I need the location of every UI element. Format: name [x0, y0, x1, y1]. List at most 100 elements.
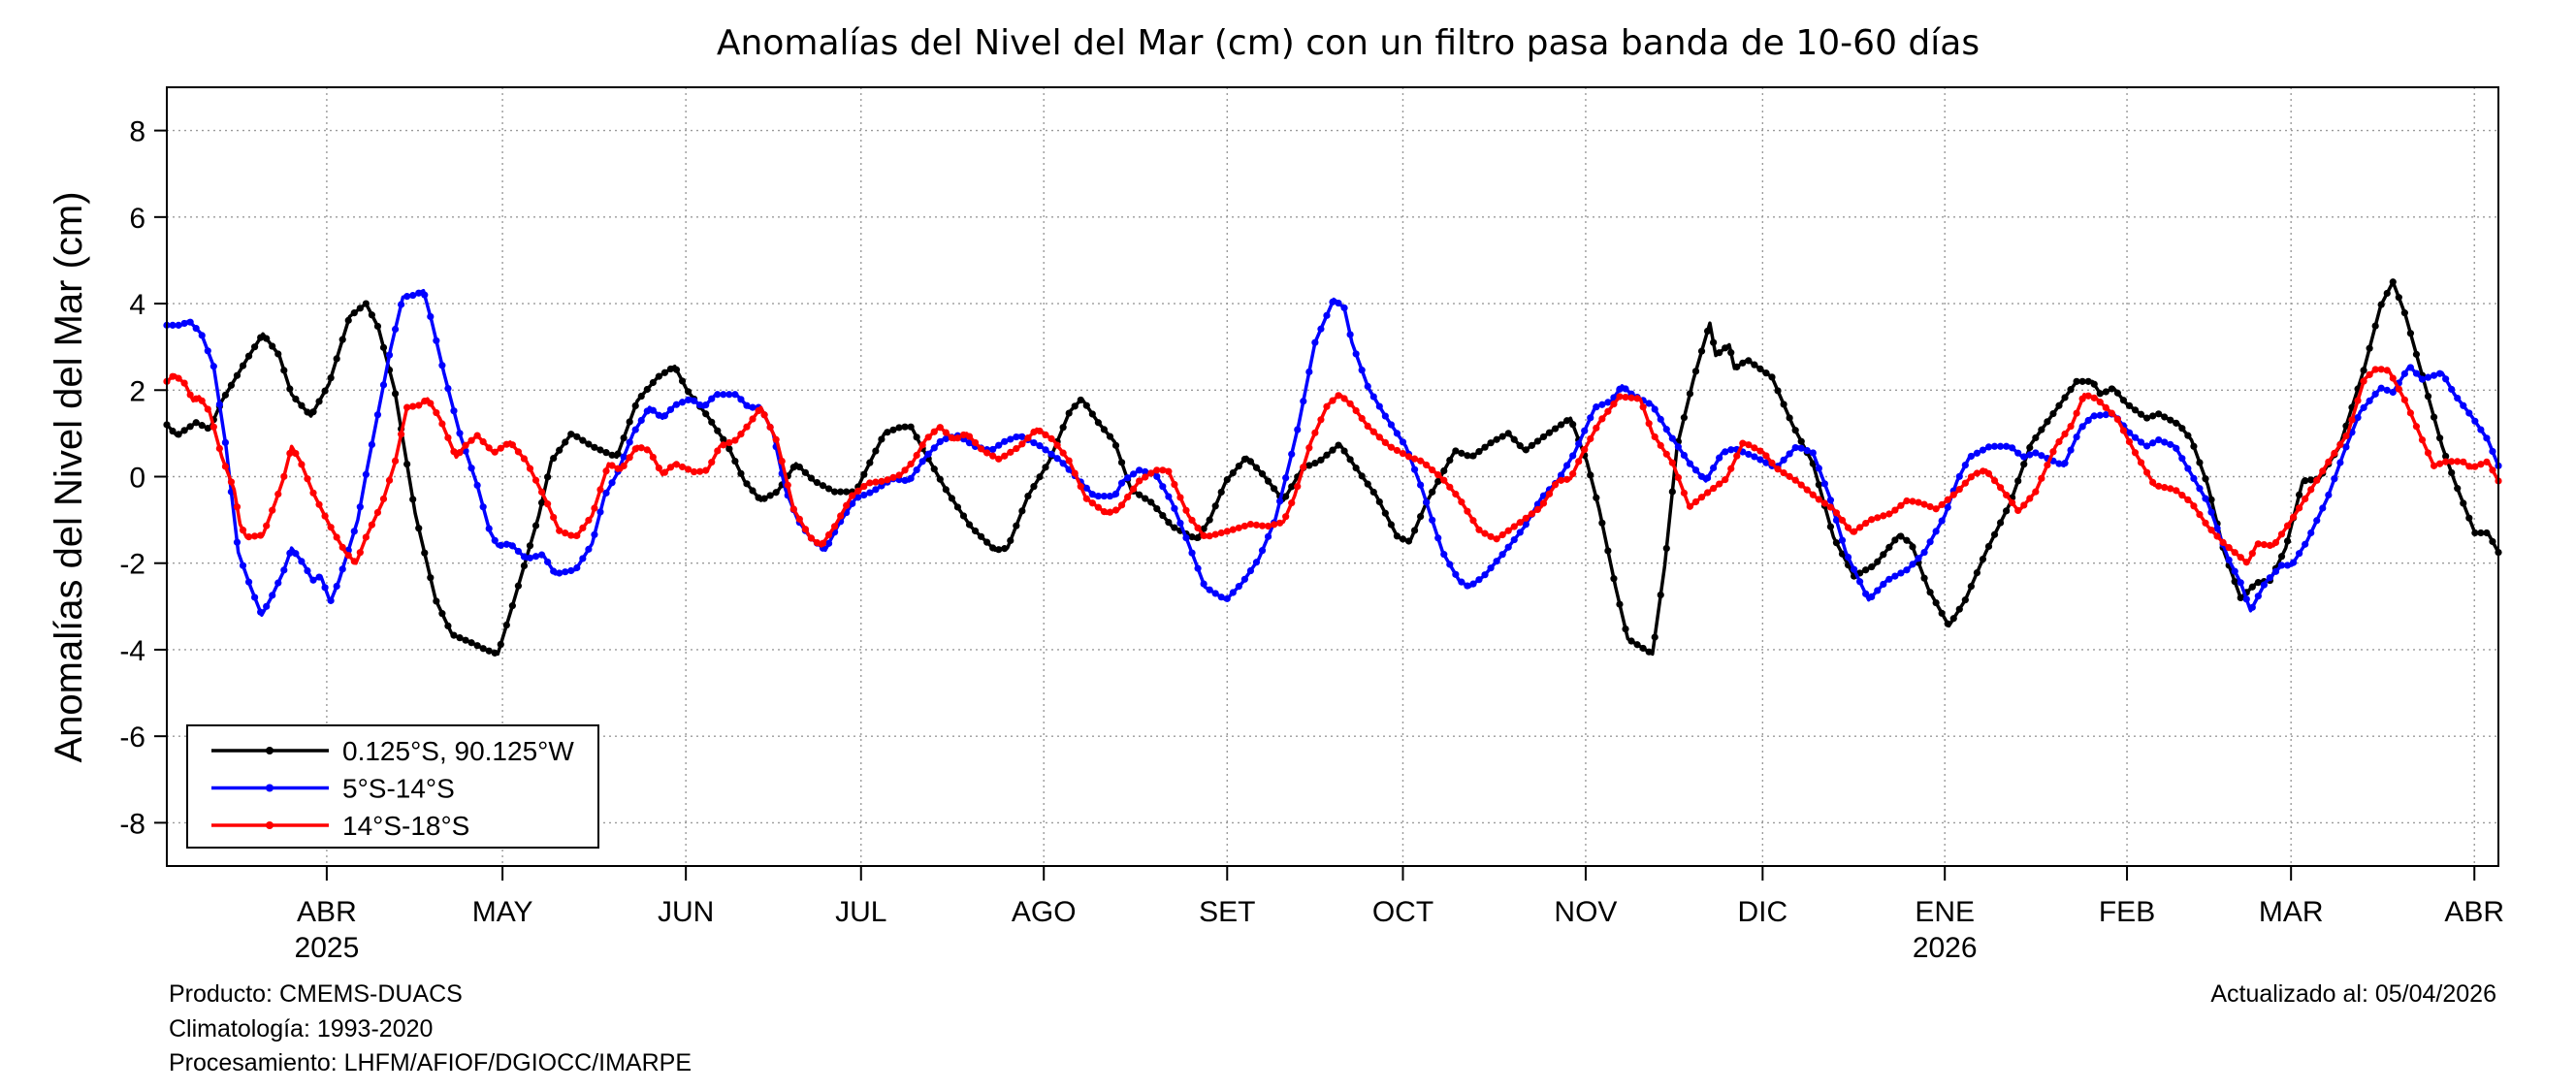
data-point	[1475, 448, 1483, 456]
data-point	[579, 436, 587, 444]
data-point	[1990, 442, 1999, 450]
data-point	[1071, 469, 1079, 477]
data-point	[467, 436, 475, 444]
data-point	[1305, 444, 1313, 452]
data-point	[1387, 421, 1396, 429]
data-point	[315, 573, 323, 581]
data-point	[1111, 441, 1120, 449]
data-point	[1844, 554, 1852, 562]
data-point	[620, 433, 628, 442]
data-point	[1498, 433, 1506, 440]
data-point	[837, 512, 845, 520]
data-point	[1510, 535, 1518, 544]
data-point	[274, 350, 282, 358]
data-point	[1668, 488, 1676, 496]
data-point	[2307, 529, 2315, 537]
data-point	[1645, 420, 1653, 428]
data-point	[1235, 462, 1242, 470]
data-point	[2155, 410, 2163, 418]
data-point	[1475, 576, 1483, 584]
data-point	[1651, 633, 1658, 641]
data-point	[1832, 516, 1841, 525]
data-point	[1165, 467, 1173, 475]
data-point	[2336, 459, 2344, 466]
data-point	[995, 455, 1003, 463]
data-point	[965, 521, 974, 529]
data-point	[233, 538, 242, 546]
data-point	[1464, 452, 1471, 460]
data-point	[1967, 473, 1975, 481]
data-point	[1452, 490, 1460, 498]
data-point	[1352, 350, 1360, 358]
data-point	[2090, 412, 2098, 420]
data-point	[1094, 492, 1102, 500]
data-point	[286, 385, 294, 393]
data-point	[373, 508, 382, 517]
data-point	[2067, 422, 2075, 431]
data-point	[2325, 458, 2333, 465]
data-point	[2173, 444, 2180, 452]
data-point	[1194, 564, 1202, 572]
data-point	[971, 438, 980, 447]
data-point	[2477, 426, 2485, 433]
data-point	[433, 597, 440, 605]
data-point	[1106, 492, 1114, 500]
data-point	[1013, 522, 1020, 529]
data-point	[269, 342, 276, 350]
data-point	[385, 351, 394, 359]
data-point	[251, 532, 259, 540]
data-point	[631, 445, 639, 453]
data-point	[2196, 459, 2204, 466]
data-point	[2149, 412, 2157, 420]
data-point	[1165, 518, 1173, 527]
data-point	[257, 531, 265, 539]
data-point	[204, 424, 211, 433]
data-point	[2460, 458, 2467, 465]
data-point	[2400, 369, 2408, 377]
data-point	[1498, 530, 1506, 539]
data-point	[2424, 449, 2432, 457]
data-point	[1862, 590, 1870, 597]
data-point	[239, 362, 247, 369]
data-point	[1352, 464, 1360, 472]
data-point	[1410, 465, 1419, 473]
data-point	[637, 444, 645, 452]
data-point	[678, 399, 687, 406]
data-point	[1246, 458, 1255, 465]
x-tick-label: ABR	[297, 896, 357, 928]
data-point	[1007, 448, 1014, 456]
data-point	[1587, 414, 1594, 422]
data-point	[1657, 441, 1664, 449]
data-point	[473, 642, 481, 650]
data-point	[2489, 537, 2496, 546]
data-point	[186, 391, 194, 399]
data-point	[1077, 483, 1084, 491]
data-point	[2155, 482, 2163, 490]
data-point	[696, 401, 704, 409]
data-point	[1013, 433, 1020, 441]
data-point	[1171, 504, 1178, 512]
data-point	[1481, 443, 1489, 451]
data-point	[930, 428, 938, 435]
data-point	[1142, 473, 1149, 481]
data-point	[1235, 524, 1242, 531]
data-point	[1539, 433, 1548, 441]
data-point	[1563, 462, 1571, 469]
data-point	[977, 445, 985, 453]
data-point	[637, 416, 645, 425]
data-point	[1510, 523, 1518, 530]
data-point	[684, 465, 692, 473]
data-point	[2442, 458, 2450, 465]
data-point	[1094, 419, 1102, 427]
data-point	[198, 332, 206, 339]
data-point	[1311, 338, 1319, 346]
data-point	[1264, 522, 1272, 530]
data-point	[1622, 625, 1629, 633]
data-point	[1528, 441, 1535, 449]
data-point	[631, 426, 639, 433]
data-point	[760, 411, 768, 419]
data-point	[1346, 456, 1354, 464]
data-point	[508, 441, 516, 449]
data-point	[1569, 421, 1577, 429]
data-point	[1007, 536, 1014, 545]
